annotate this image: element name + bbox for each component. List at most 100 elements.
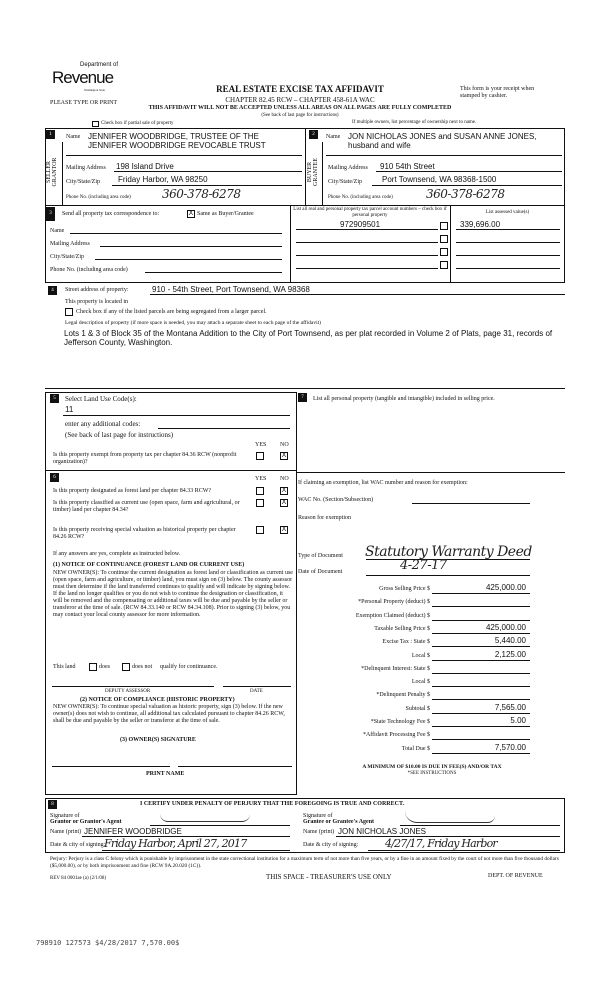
print-name-label: PRINT NAME	[146, 771, 185, 777]
logo-sub-text: Washington State	[84, 88, 106, 92]
amount-value[interactable]: 425,000.00	[485, 583, 526, 592]
qualify-label: qualify for continuance.	[160, 664, 218, 670]
same-as-buyer-checkbox[interactable]: X	[187, 210, 195, 218]
corr-mail-field[interactable]	[100, 246, 282, 247]
parcel-number[interactable]: 972909501	[340, 220, 381, 229]
corr-name-field[interactable]	[70, 233, 282, 234]
continuance-title: (1) NOTICE OF CONTINUANCE (FOREST LAND O…	[53, 562, 245, 568]
seller-phone-value[interactable]: 360-378-6278	[162, 187, 241, 201]
forest-yes-checkbox[interactable]	[256, 487, 264, 495]
amount-label: *Affidavit Processing Fee $	[362, 732, 430, 739]
doc-type-label: Type of Document	[298, 553, 343, 559]
corr-city-field[interactable]	[95, 259, 282, 260]
reason-label: Reason for exemption	[298, 515, 351, 521]
send-correspondence-label: Send all property tax correspondence to:	[62, 211, 160, 217]
compliance-title: (2) NOTICE OF COMPLIANCE (HISTORIC PROPE…	[80, 697, 235, 703]
amount-value[interactable]: 7,570.00	[494, 742, 526, 752]
amount-value[interactable]: 2,125.00	[494, 649, 526, 659]
if-yes-note: If any answers are yes, complete as inst…	[53, 551, 181, 557]
corr-name-label: Name	[50, 228, 65, 234]
grantee-date-value[interactable]: 4/27/17, Friday Harbor	[385, 837, 498, 850]
doc-date-label: Date of Document	[298, 569, 343, 575]
yes-header-6: YES	[255, 476, 267, 482]
amount-value[interactable]: 5,440.00	[494, 636, 526, 646]
seller-name-line1[interactable]: JENNIFER WOODBRIDGE, TRUSTEE OF THE	[88, 132, 259, 141]
forest-question: Is this property designated as forest la…	[53, 488, 212, 494]
see-instructions-note: *SEE INSTRUCTIONS	[407, 771, 457, 776]
logo-main-text: Revenue	[52, 68, 114, 87]
certification-box	[45, 798, 565, 853]
additional-codes-field[interactable]	[158, 428, 290, 429]
land-use-value[interactable]: 11	[65, 405, 74, 414]
grantor-date-value[interactable]: Friday Harbor, April 27, 2017	[104, 837, 247, 850]
assessed-value[interactable]: 339,696.00	[460, 220, 501, 229]
seller-city-label: City/State/Zip	[66, 179, 100, 185]
perjury-note: Perjury: Perjury is a class C felony whi…	[50, 856, 559, 869]
buyer-name-line1[interactable]: JON NICHOLAS JONES and SUSAN ANNE JONES,	[348, 132, 537, 141]
amount-value[interactable]: 425,000.00	[485, 622, 526, 632]
treasurer-note: THIS SPACE - TREASURER'S USE ONLY	[266, 873, 392, 881]
buyer-mail-value[interactable]: 910 54th Street	[380, 162, 435, 171]
grantor-signature-field[interactable]	[150, 825, 290, 826]
seller-mail-value[interactable]: 198 Island Drive	[116, 162, 174, 171]
amount-label: Taxable Selling Price $	[374, 625, 430, 632]
compliance-text: NEW OWNER(S): To continue special valuat…	[53, 704, 285, 724]
grantor-date-label: Date & city of signing:	[50, 842, 106, 848]
section-4-number: 4	[48, 286, 57, 295]
forest-no-checkbox[interactable]: X	[280, 487, 288, 495]
street-value[interactable]: 910 - 54th Street, Port Townsend, WA 983…	[152, 285, 310, 294]
buyer-name-line2[interactable]: husband and wife	[348, 141, 411, 150]
personal-property-checkbox-3[interactable]	[440, 248, 448, 256]
yes-header: YES	[255, 442, 267, 448]
personal-property-checkbox-2[interactable]	[440, 235, 448, 243]
grantee-signature-field[interactable]	[400, 825, 560, 826]
buyer-city-value[interactable]: Port Townsend, WA 98368-1500	[382, 175, 497, 184]
wac-field[interactable]	[412, 503, 530, 504]
amount-label: Subtotal $	[405, 705, 430, 712]
continuance-text: NEW OWNER(S): To continue the current de…	[53, 570, 293, 618]
buyer-mail-label: Mailing Address	[328, 165, 368, 171]
doc-date-value[interactable]: 4-27-17	[400, 558, 447, 573]
amount-value[interactable]: 7,565.00	[494, 702, 526, 712]
partial-sale-checkbox[interactable]	[92, 121, 99, 127]
amount-label: Local $	[411, 679, 430, 686]
doc-type-value[interactable]: Statutory Warranty Deed	[365, 544, 532, 560]
corr-mail-label: Mailing Address	[50, 241, 90, 247]
corr-phone-label: Phone No. (including area code)	[50, 267, 128, 273]
this-land-label: This land	[53, 664, 76, 670]
personal-property-checkbox-4[interactable]	[440, 261, 448, 269]
minimum-note: A MINIMUM OF $10.00 IS DUE IN FEE(S) AND…	[362, 764, 502, 770]
historic-yes-checkbox[interactable]	[256, 526, 264, 534]
owner-signature-title: (3) OWNER(S) SIGNATURE	[120, 737, 196, 743]
exempt-no-checkbox[interactable]: X	[280, 452, 288, 460]
corr-phone-field[interactable]	[145, 272, 282, 273]
grantor-name-value[interactable]: JENNIFER WOODBRIDGE	[84, 827, 182, 836]
personal-property-checkbox-1[interactable]	[440, 222, 448, 230]
current-use-yes-checkbox[interactable]	[256, 499, 264, 507]
amount-label: Gross Selling Price $	[379, 586, 430, 592]
partial-sale-label: Check box if partial sale of property	[101, 121, 174, 126]
legal-description[interactable]: Lots 1 & 3 of Block 35 of the Montana Ad…	[64, 329, 553, 347]
seller-city-value[interactable]: Friday Harbor, WA 98250	[118, 175, 208, 184]
amount-label: Excise Tax : State $	[382, 639, 430, 646]
form-chapter: CHAPTER 82.45 RCW – CHAPTER 458-61A WAC	[225, 96, 375, 104]
receipt-note: This form is your receipt when stamped b…	[460, 86, 535, 99]
amount-label: *Delinquent Interest: State $	[361, 665, 430, 672]
grantor-sig-label1: Signature of	[50, 813, 80, 819]
certify-statement: I CERTIFY UNDER PENALTY OF PERJURY THAT …	[140, 801, 405, 807]
personal-property-label: List all personal property (tangible and…	[313, 396, 495, 402]
exempt-yes-checkbox[interactable]	[256, 452, 264, 460]
grantee-name-label: Name (print)	[303, 829, 335, 835]
grantee-name-value[interactable]: JON NICHOLAS JONES	[338, 827, 427, 836]
section-7-number: 7	[298, 393, 307, 402]
does-not-checkbox[interactable]	[122, 663, 130, 671]
historic-no-checkbox[interactable]: X	[280, 526, 288, 534]
see-back-note: (See back of last page for instructions)	[261, 113, 339, 118]
buyer-phone-value[interactable]: 360-378-6278	[426, 187, 505, 201]
segregated-checkbox[interactable]	[65, 308, 73, 316]
grantee-signature	[405, 811, 495, 823]
does-checkbox[interactable]	[89, 663, 97, 671]
amount-value[interactable]: 5.00	[510, 716, 526, 725]
current-use-no-checkbox[interactable]: X	[280, 499, 288, 507]
seller-name-line2[interactable]: JENNIFER WOODBRIDGE REVOCABLE TRUST	[88, 141, 266, 150]
